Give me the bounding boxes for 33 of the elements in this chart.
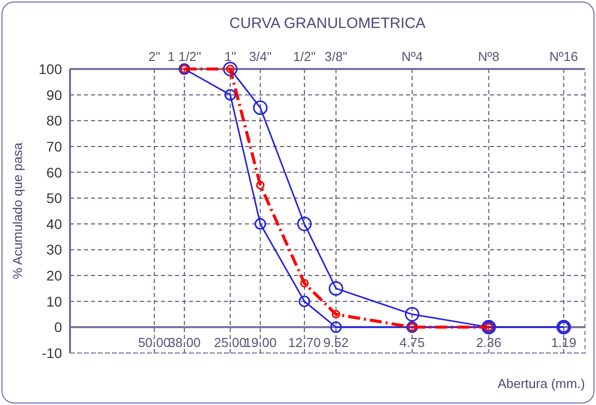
x-tick-label: 2.36 [476,335,502,350]
y-tick-label: 10 [46,293,62,310]
y-tick-label: 0 [54,319,62,336]
x-tick-label: 25.00 [214,335,247,350]
text: Nº8 [478,49,500,64]
y-axis-title: % Acumulado que pasa [10,142,25,280]
y-tick-label: 20 [46,268,62,284]
text: 1 1/2" [168,49,202,64]
x-tick-label: 12.70 [288,335,321,350]
y-tick-label: 70 [46,138,62,154]
y-tick-label: 80 [46,112,62,129]
text: 2" [148,49,161,64]
x-tick-label: 50.00 [138,335,171,350]
y-tick-label: 40 [46,216,62,232]
y-tick-label: 90 [46,86,62,103]
text: 1" [224,49,237,64]
x-tick-label: 9.52 [323,335,349,350]
x-tick-label: 4.75 [399,335,425,350]
chart-title: CURVA GRANULOMETRICA [229,15,426,32]
x-tick-label: 19.00 [244,335,277,350]
x-axis-title: Abertura (mm.) [498,376,585,391]
text: 1/2" [293,49,316,64]
y-tick-label: 60 [46,164,62,180]
text: 3/8" [324,49,348,64]
x-tick-label: 38.00 [168,335,201,350]
text: Nº4 [401,49,423,64]
y-tick-label: 100 [38,61,62,77]
text: Nº16 [549,49,578,64]
y-tick-label: 30 [46,242,62,258]
text: 3/4" [248,49,272,64]
y-tick-label: 50 [46,190,62,206]
y-tick-label: -10 [42,345,62,361]
x-tick-label: 1.19 [551,335,576,350]
